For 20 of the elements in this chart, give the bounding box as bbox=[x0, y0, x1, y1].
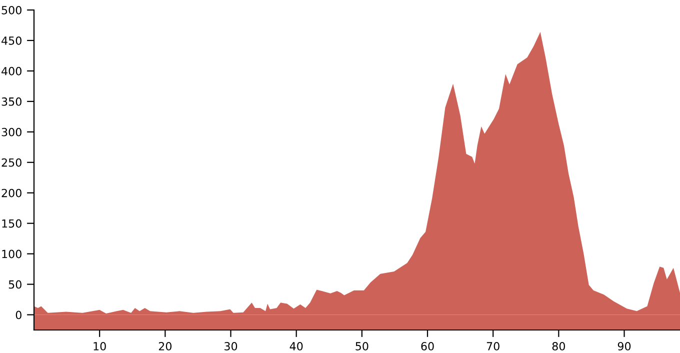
y-tick-label: 300 bbox=[2, 128, 22, 136]
x-tick-label: 80 bbox=[552, 342, 565, 350]
x-tick-label: 60 bbox=[421, 342, 434, 350]
y-tick-label: 200 bbox=[2, 188, 22, 198]
y-tick-label: 0 bbox=[16, 310, 22, 320]
y-tick-label: 500 bbox=[2, 6, 22, 14]
y-tick-label: 400 bbox=[2, 66, 22, 76]
x-tick-label: 70 bbox=[486, 342, 500, 350]
x-tick-label: 50 bbox=[356, 342, 368, 350]
y-tick-label: 100 bbox=[2, 250, 22, 258]
y-tick-label: 150 bbox=[2, 219, 22, 228]
y-tick-label: 250 bbox=[2, 158, 22, 167]
y-tick-label: 450 bbox=[2, 36, 22, 45]
y-tick-label: 50 bbox=[8, 280, 22, 289]
x-tick-label: 90 bbox=[618, 342, 631, 350]
x-tick-label: 20 bbox=[158, 342, 172, 350]
y-tick-label: 350 bbox=[2, 97, 22, 106]
x-tick-label: 10 bbox=[94, 342, 106, 350]
x-tick-label: 40 bbox=[290, 342, 303, 350]
x-tick-label: 30 bbox=[224, 342, 238, 350]
